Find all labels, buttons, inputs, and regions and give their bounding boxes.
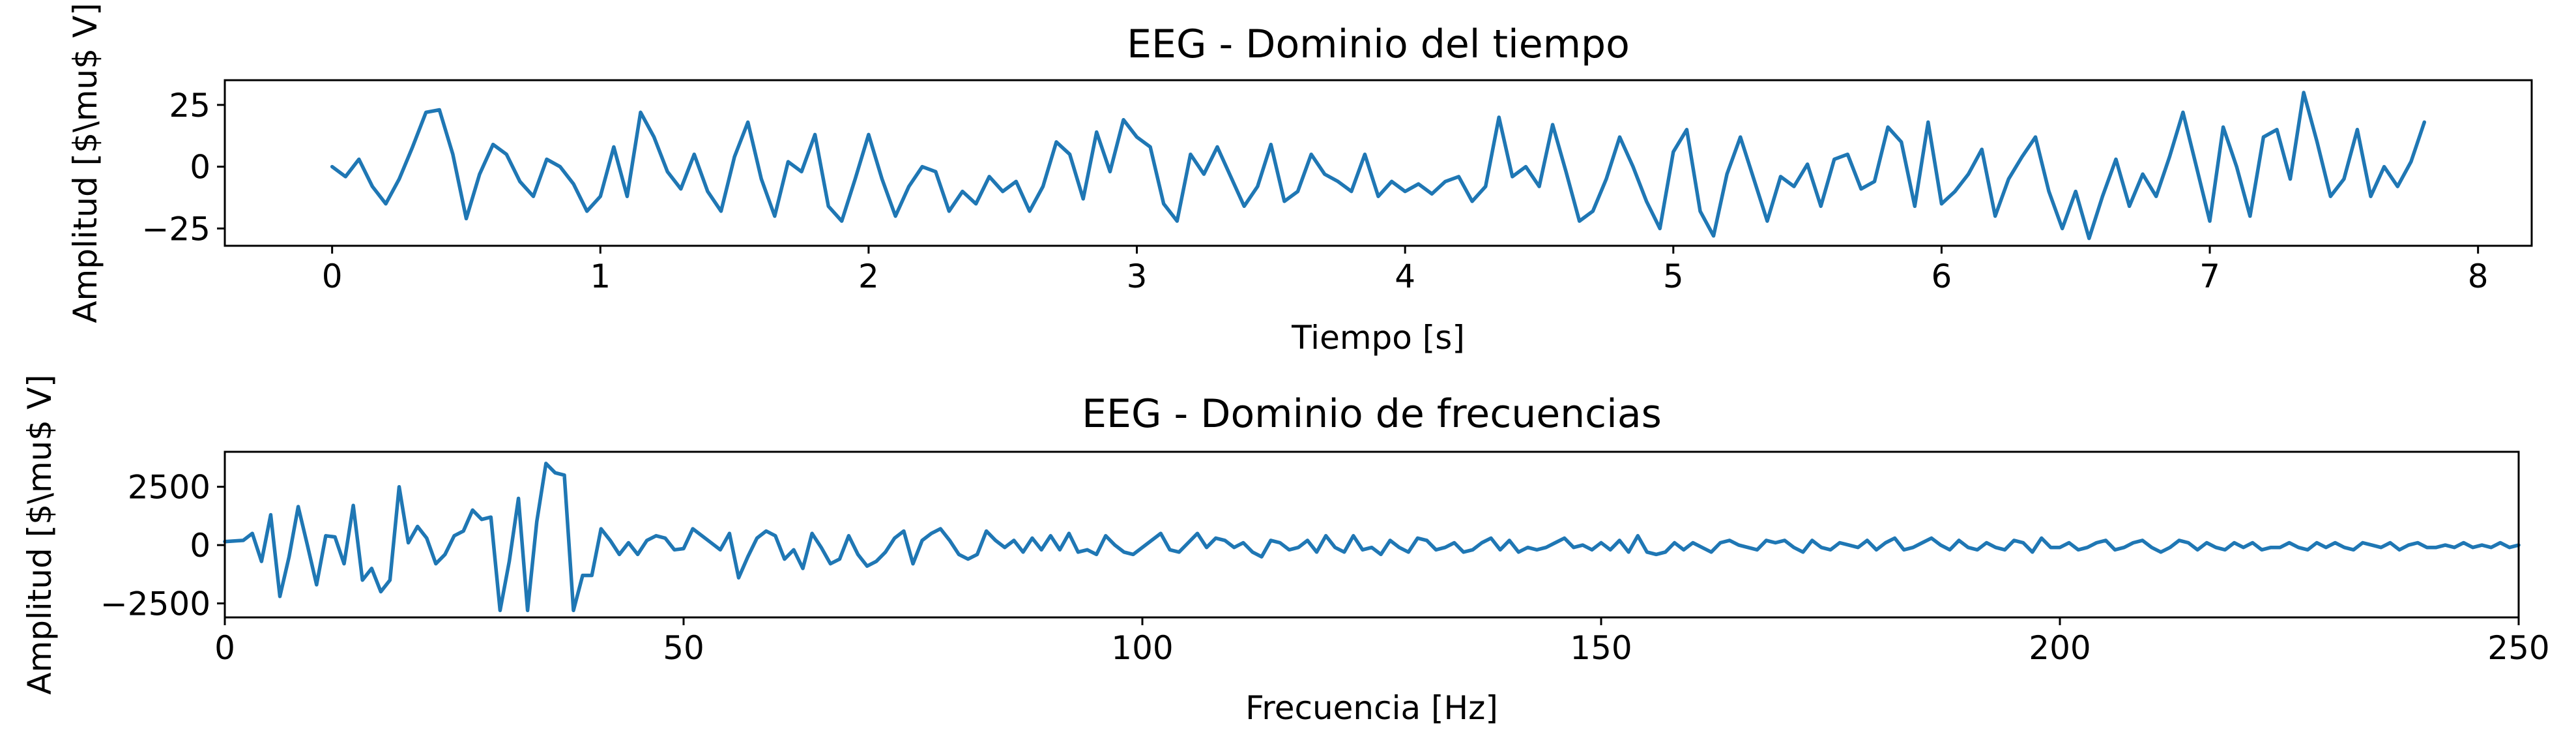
frequency-domain-ytick-label: −2500 (100, 585, 210, 623)
frequency-domain-axes-frame (224, 450, 2520, 619)
time-domain-ytick-label: −25 (141, 210, 210, 248)
time-domain-ytick-label: 0 (190, 149, 210, 186)
frequency-domain-xtick-label: 50 (663, 629, 704, 667)
time-domain-xtick-label: 6 (1932, 258, 1952, 295)
time-domain-xtick-label: 2 (858, 258, 879, 295)
time-domain-axes-frame (224, 79, 2533, 247)
frequency-domain-series-line (223, 462, 2521, 613)
frequency-domain-xtick-label: 100 (1111, 629, 1173, 667)
frequency-domain-title: EEG - Dominio de frecuencias (1082, 391, 1662, 437)
time-domain-xtick-label: 4 (1395, 258, 1415, 295)
time-domain-ylabel: Amplitud [$\mu$ V] (66, 3, 104, 323)
time-domain-panel: EEG - Dominio del tiempo Tiempo [s] Ampl… (66, 3, 2533, 357)
frequency-domain-xlabel: Frecuencia [Hz] (1245, 689, 1498, 727)
time-domain-xtick-label: 5 (1663, 258, 1684, 295)
time-domain-xtick-label: 8 (2468, 258, 2489, 295)
time-domain-ticks: 0 1 2 3 4 5 6 7 8 −25 0 25 (141, 87, 2488, 295)
time-domain-title: EEG - Dominio del tiempo (1127, 22, 1630, 67)
time-domain-xtick-label: 3 (1127, 258, 1148, 295)
time-domain-xtick-label: 0 (322, 258, 343, 295)
time-domain-xtick-label: 7 (2199, 258, 2220, 295)
frequency-domain-xtick-label: 0 (214, 629, 235, 667)
time-domain-ytick-label: 25 (169, 87, 210, 125)
time-domain-series-line (330, 91, 2427, 241)
frequency-domain-xtick-label: 150 (1570, 629, 1632, 667)
frequency-domain-panel: EEG - Dominio de frecuencias Frecuencia … (21, 374, 2550, 727)
frequency-domain-xtick-label: 200 (2029, 629, 2091, 667)
time-domain-xlabel: Tiempo [s] (1291, 319, 1465, 357)
frequency-domain-ytick-label: 0 (190, 527, 210, 565)
time-domain-xtick-label: 1 (590, 258, 611, 295)
frequency-domain-ytick-label: 2500 (128, 469, 210, 507)
frequency-domain-ylabel: Amplitud [$\mu$ V] (21, 374, 59, 694)
frequency-domain-xtick-label: 250 (2487, 629, 2549, 667)
